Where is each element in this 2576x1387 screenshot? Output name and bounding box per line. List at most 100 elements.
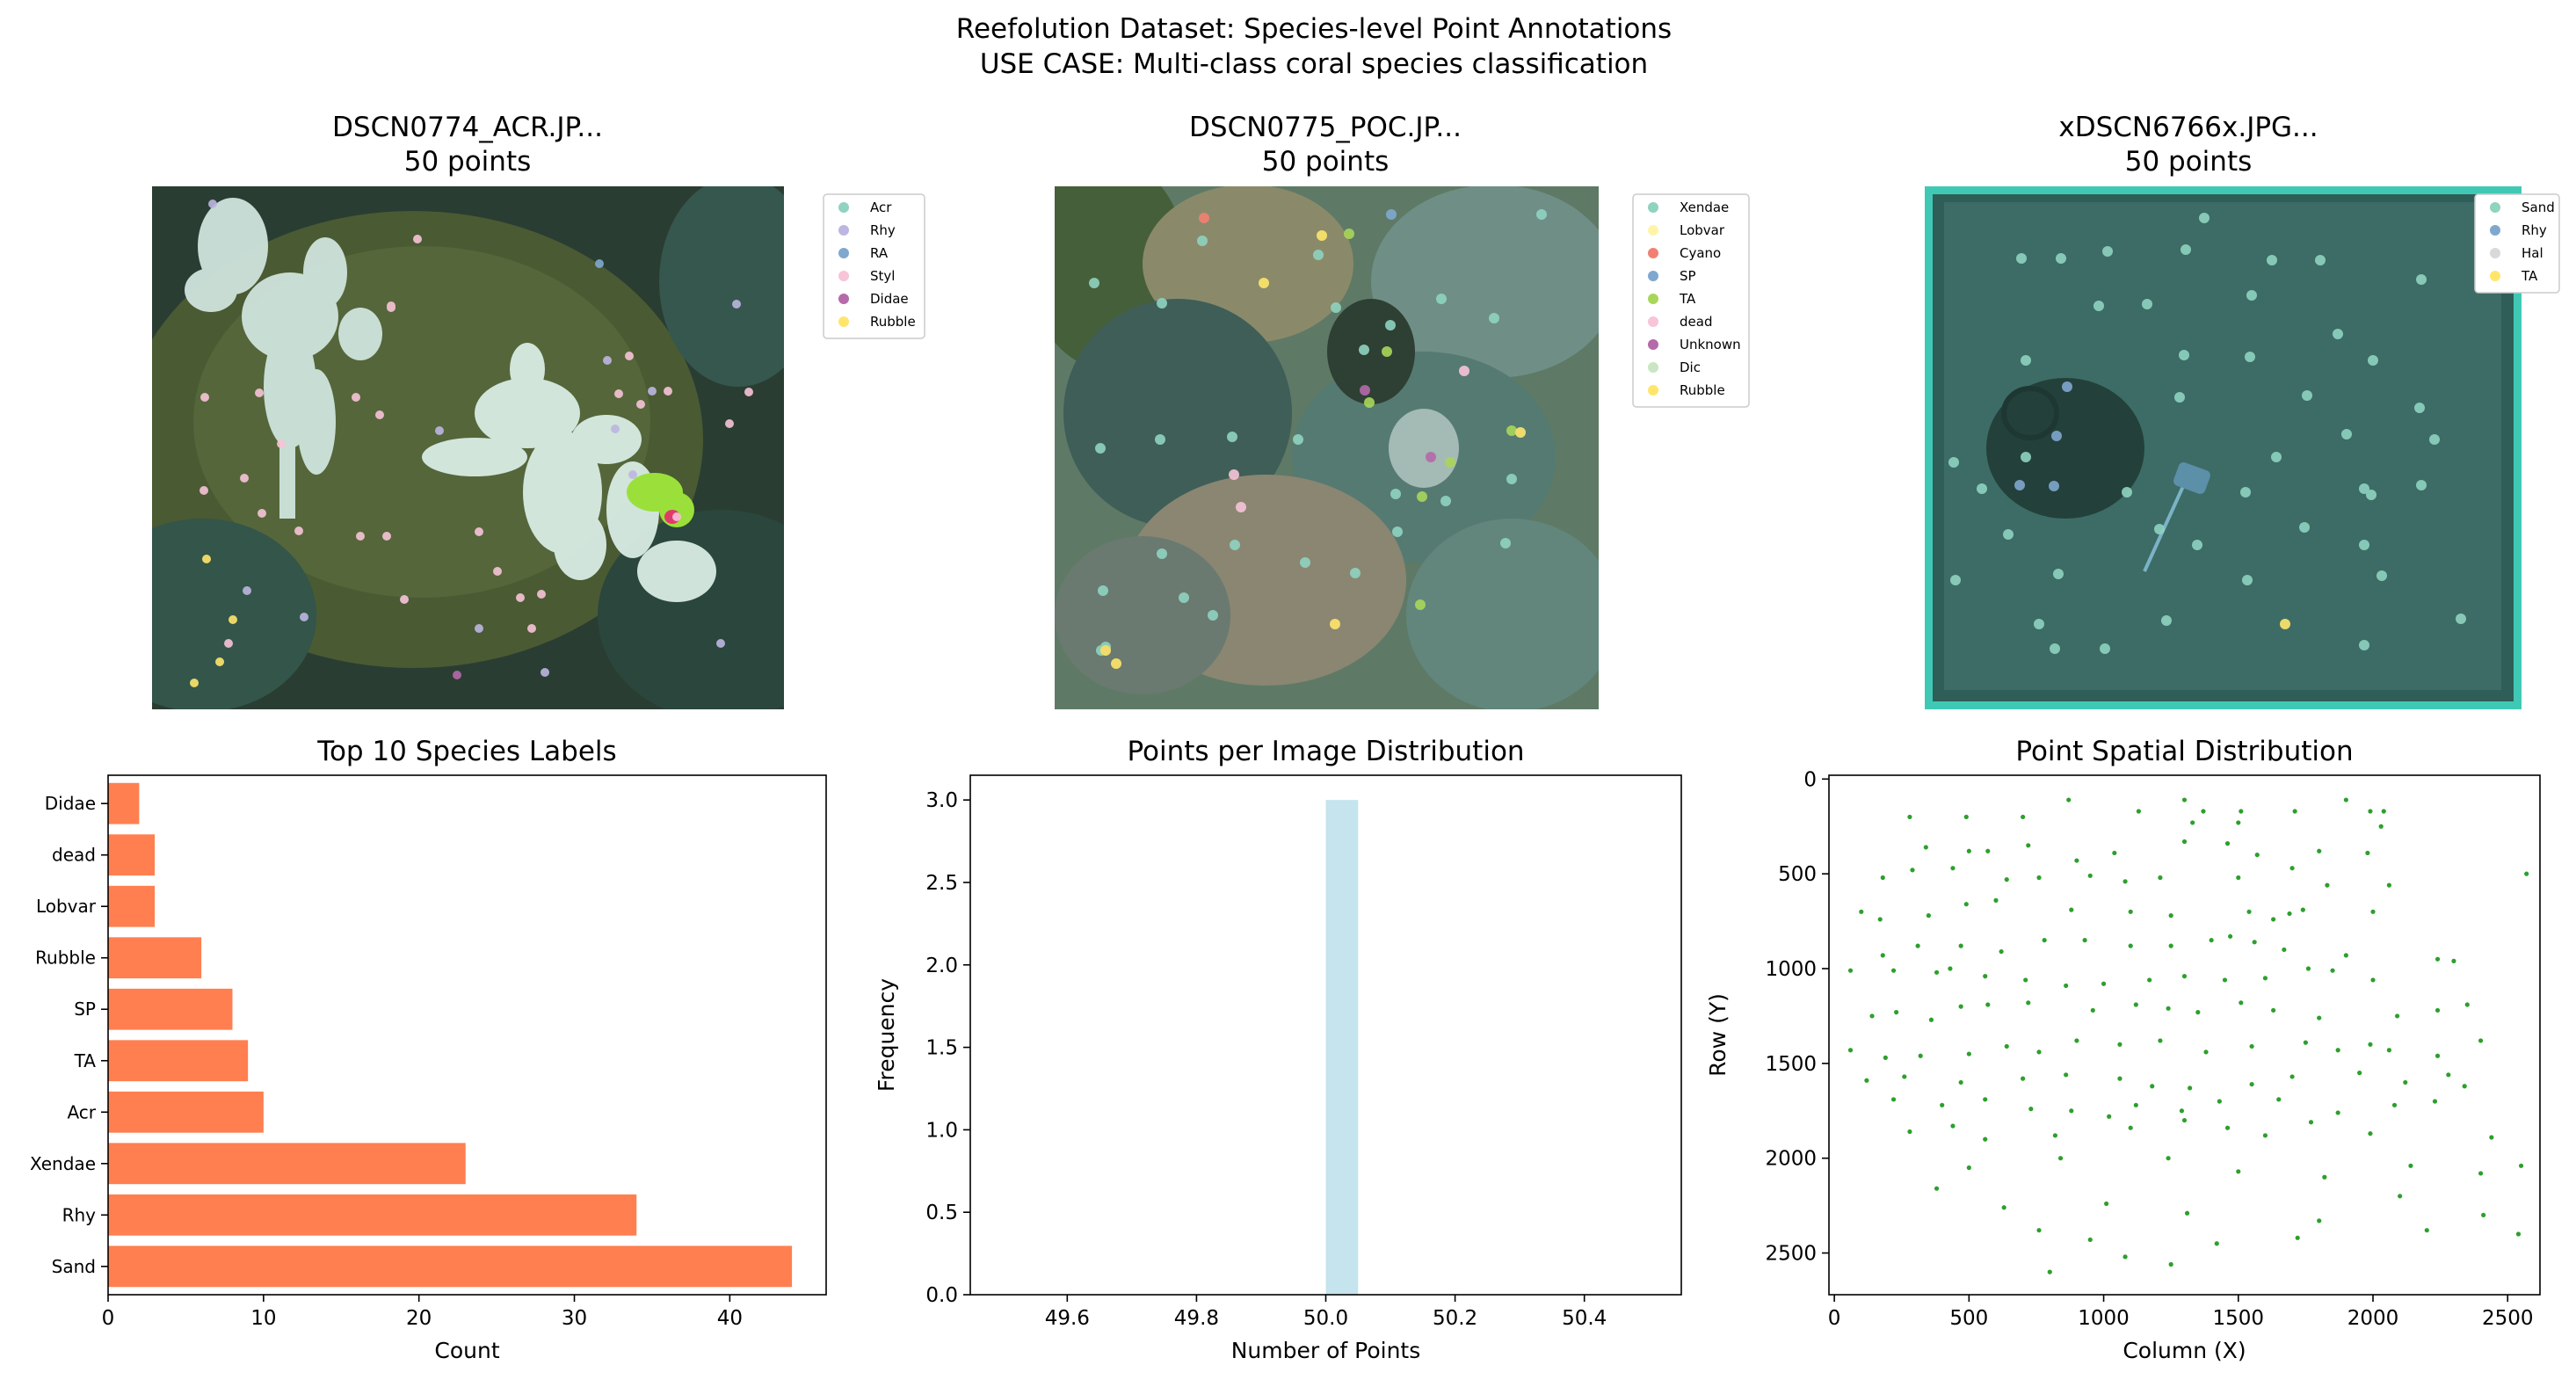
scatter-point [2317, 848, 2322, 853]
scatter-point [2147, 977, 2152, 983]
y-tick-label: dead [52, 845, 96, 866]
x-axis-label: Count [434, 1338, 499, 1363]
scatter-point [2262, 1133, 2268, 1138]
scatter-point [1958, 1079, 1963, 1086]
scatter-point [2271, 1007, 2276, 1013]
scatter-point [1940, 1102, 1945, 1107]
scatter-point [2107, 1114, 2112, 1119]
scatter-point [2368, 1042, 2373, 1047]
scatter-point [1910, 868, 1915, 873]
x-tick-label: 1500 [2213, 1307, 2265, 1330]
scatter-point [2168, 913, 2173, 919]
scatter-point [2052, 1133, 2058, 1138]
y-axis-label: Row (Y) [1705, 993, 1731, 1077]
x-tick-label: 2000 [2347, 1307, 2399, 1330]
scatter-point [1890, 968, 1897, 973]
scatter-point [1864, 1078, 1869, 1083]
scatter-point [1963, 902, 1969, 907]
y-tick-label: Sand [52, 1256, 96, 1277]
y-tick-label: Rubble [35, 948, 96, 969]
scatter-point [2394, 1013, 2400, 1019]
scatter-point [2028, 1107, 2034, 1112]
scatter-point [2227, 933, 2233, 939]
scatter-point [1983, 1136, 1988, 1142]
legend-label: Unknown [1680, 337, 1741, 352]
scatter-point [2403, 1079, 2408, 1086]
x-tick-label: 1000 [2078, 1307, 2130, 1330]
scatter-point [2317, 1218, 2322, 1224]
scatter-point [2370, 909, 2376, 914]
scatter-point [1859, 909, 1864, 914]
scatter-point [2181, 797, 2188, 802]
legend-label: Dic [1680, 359, 1701, 375]
scatter-point [2435, 1007, 2441, 1013]
scatter-point [2357, 1071, 2362, 1076]
image-subtitle: 50 points [2125, 146, 2253, 178]
scatter-point [2168, 943, 2173, 948]
y-tick-label: 1000 [1765, 958, 1817, 981]
x-tick-label: 0 [1828, 1307, 1841, 1330]
scatter-point [2117, 1076, 2122, 1081]
bar [108, 834, 156, 876]
y-tick-label: 500 [1778, 863, 1817, 886]
scatter-point [2287, 911, 2292, 917]
scatter-point [2391, 1102, 2398, 1107]
scatter-point [2236, 875, 2241, 881]
scatter-point [1983, 1097, 1988, 1102]
y-tick-label: 1500 [1765, 1053, 1817, 1076]
scatter-point [1894, 1010, 1899, 1015]
scatter-point [1934, 969, 1940, 975]
y-tick-label: Xendae [30, 1153, 96, 1174]
legend-label: Sand [2522, 200, 2555, 215]
scatter-point [2408, 1163, 2413, 1168]
scatter-point [1926, 913, 1931, 919]
x-tick-label: 50.2 [1433, 1307, 1477, 1330]
bar [108, 937, 202, 979]
scatter-point [2195, 1010, 2201, 1015]
y-axis-label: Frequency [874, 978, 899, 1092]
scatter-point [2128, 1125, 2133, 1130]
legend-label: dead [1680, 314, 1712, 330]
scatter-point [2087, 873, 2093, 878]
spatial-scatter-plot: Point Spatial Distribution 0 500 1000 1500 20… [1705, 736, 2541, 1363]
image-legend: Acr Rhy RA Styl Didae Rubble [823, 193, 925, 339]
legend-label: TA [2521, 268, 2538, 284]
chart-title: Points per Image Distribution [1127, 736, 1524, 767]
x-axis-label: Number of Points [1231, 1338, 1421, 1363]
legend-label: Acr [870, 200, 892, 215]
legend-label: Rubble [870, 314, 916, 330]
scatter-point [2128, 909, 2133, 914]
points-histogram: Points per Image Distribution 49.6 49.8 50.… [874, 736, 1682, 1363]
scatter-point [2224, 1125, 2231, 1130]
x-tick-label: 49.6 [1045, 1307, 1090, 1330]
x-tick-label: 0 [102, 1307, 115, 1330]
scatter-point [2069, 1108, 2074, 1114]
scatter-point [2036, 875, 2042, 881]
legend-label: Didae [870, 291, 909, 307]
scatter-point [1950, 866, 1956, 871]
scatter-point [2432, 1099, 2438, 1104]
image-legend: Sand Rhy Hal TA [2474, 193, 2560, 294]
bar [108, 1091, 264, 1133]
y-tick-label: 2500 [1765, 1243, 1817, 1266]
chart-title: Top 10 Species Labels [316, 736, 616, 767]
x-tick-label: 50.4 [1562, 1307, 1607, 1330]
species-bar-chart: Top 10 Species Labels Sand Rhy Xendae Acr TA S… [30, 736, 827, 1363]
scatter-point [2289, 866, 2295, 871]
scatter-point [2222, 977, 2228, 983]
suptitle-line1: Reefolution Dataset: Species-level Point… [956, 13, 1672, 45]
y-tick-label: Lobvar [36, 896, 97, 917]
legend-label: Xendae [1680, 200, 1729, 215]
image-title: DSCN0774_ACR.JP... [332, 112, 603, 143]
scatter-point [2042, 938, 2047, 943]
legend-label: Rhy [870, 222, 896, 238]
scatter-point [2424, 1228, 2429, 1233]
scatter-point [2464, 1002, 2470, 1007]
scatter-point [1966, 1051, 1971, 1057]
scatter-point [2004, 1043, 2009, 1049]
image-subtitle: 50 points [1262, 146, 1390, 178]
scatter-point [2021, 814, 2026, 820]
scatter-point [2478, 1171, 2484, 1176]
scatter-point [1966, 848, 1971, 853]
